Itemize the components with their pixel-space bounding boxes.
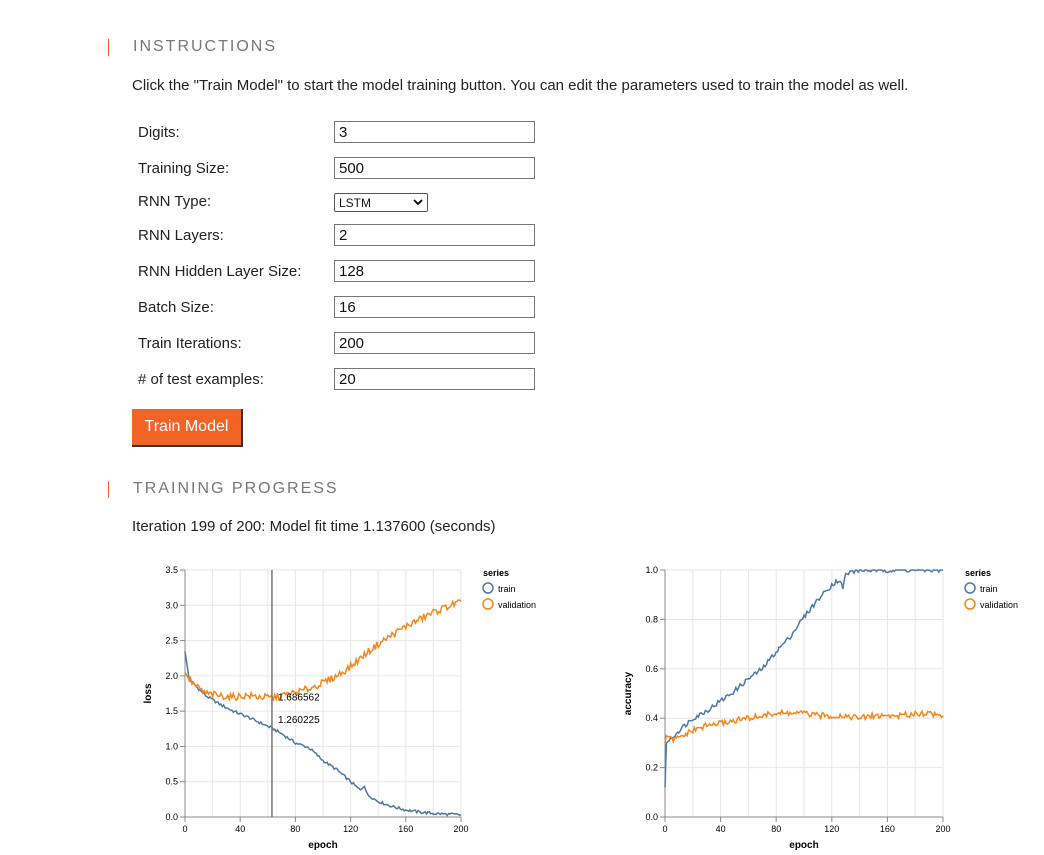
rnn-layers-label: RNN Layers: [138,227,224,244]
rnn-type-label: RNN Type: [138,193,212,210]
x-tick-label: 160 [398,824,413,834]
legend-title: series [483,568,509,578]
y-tick-label: 0.8 [645,614,658,624]
x-axis-title: epoch [308,840,337,851]
instructions-header: INSTRUCTIONS [108,38,277,56]
series-line-validation [184,599,462,703]
x-tick-label: 120 [824,824,839,834]
series-line-validation [664,708,944,744]
y-tick-label: 0.2 [645,763,658,773]
train-iterations-input[interactable] [334,332,535,354]
x-tick-label: 80 [771,824,781,834]
y-tick-label: 2.5 [165,636,178,646]
training-size-input[interactable] [334,157,535,179]
chevron-down-icon [413,195,423,212]
section-divider [108,38,109,56]
x-tick-label: 200 [453,824,468,834]
section-divider [108,480,109,498]
y-tick-label: 0.6 [645,664,658,674]
hover-value-label: 1.686562 [278,693,320,704]
legend-label-train: train [498,584,516,594]
accuracy-chart: 0 40 80 120 160 200 0.0 0.2 0.4 0.6 0.8 1.0 epoch acc… [623,565,1018,851]
hover-value-label: 1.260225 [278,715,320,726]
y-axis-title: loss [143,683,154,703]
y-tick-label: 1.0 [165,741,178,751]
test-examples-label: # of test examples: [138,371,264,388]
legend-label-train: train [980,584,998,594]
y-tick-label: 1.0 [645,565,658,575]
y-tick-label: 0.0 [165,812,178,822]
x-tick-label: 40 [235,824,245,834]
test-examples-input[interactable] [334,368,535,390]
legend-symbol-train [964,582,976,594]
legend-label-validation: validation [980,600,1018,610]
training-size-label: Training Size: [138,160,230,177]
series-line-train [664,569,943,788]
legend-label-validation: validation [498,600,536,610]
batch-size-label: Batch Size: [138,299,214,316]
y-tick-label: 1.5 [165,706,178,716]
legend-symbol-validation [482,598,494,610]
y-tick-label: 0.4 [645,713,658,723]
instructions-text: Click the "Train Model" to start the mod… [132,77,909,94]
progress-title: TRAINING PROGRESS [133,480,339,497]
instructions-title: INSTRUCTIONS [133,38,277,55]
train-model-button[interactable]: Train Model [132,409,243,447]
hidden-size-input[interactable] [334,260,535,282]
train-iterations-label: Train Iterations: [138,335,242,352]
x-tick-label: 200 [935,824,950,834]
digits-input[interactable] [334,121,535,143]
rnn-type-value: LSTM [339,195,372,210]
x-tick-label: 80 [290,824,300,834]
progress-status: Iteration 199 of 200: Model fit time 1.1… [132,518,496,535]
y-tick-label: 0.0 [645,812,658,822]
rnn-type-select[interactable]: LSTM [334,193,428,212]
batch-size-input[interactable] [334,296,535,318]
y-tick-label: 0.5 [165,777,178,787]
legend-symbol-train [482,582,494,594]
x-tick-label: 40 [716,824,726,834]
progress-header: TRAINING PROGRESS [108,480,339,498]
rnn-layers-input[interactable] [334,224,535,246]
legend-symbol-validation [964,598,976,610]
x-axis-title: epoch [789,840,818,851]
hidden-size-label: RNN Hidden Layer Size: [138,263,302,280]
legend-title: series [965,568,991,578]
x-tick-label: 120 [343,824,358,834]
digits-label: Digits: [138,124,180,141]
loss-chart: 0 40 80 120 160 200 0.0 0.5 1.0 1.5 2.0 2.5 3.0 3.5 ep… [143,565,536,851]
y-tick-label: 3.5 [165,565,178,575]
y-tick-label: 2.0 [165,671,178,681]
x-tick-label: 0 [662,824,667,834]
x-tick-label: 0 [182,824,187,834]
y-axis-title: accuracy [623,671,634,715]
x-tick-label: 160 [880,824,895,834]
y-tick-label: 3.0 [165,600,178,610]
series-line-train [184,651,462,817]
